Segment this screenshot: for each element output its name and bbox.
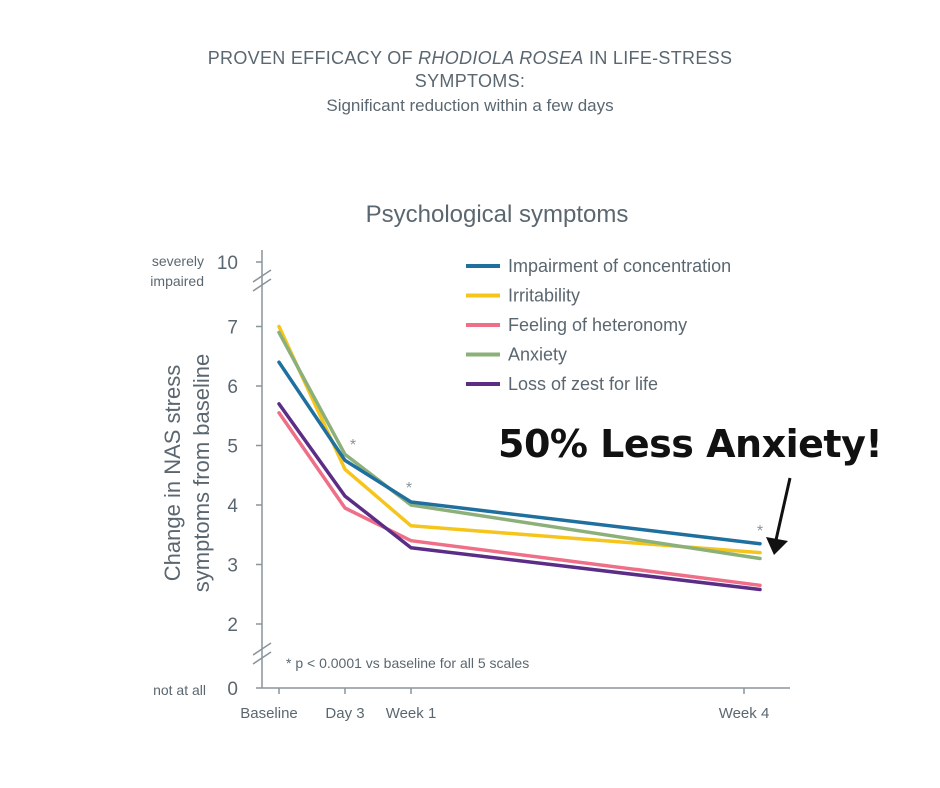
y-axis-title-line-1: Change in NAS stress bbox=[160, 365, 185, 581]
header-line-2: SYMPTOMS: bbox=[414, 71, 526, 91]
legend-label: Anxiety bbox=[508, 345, 567, 365]
legend-label: Feeling of heteronomy bbox=[508, 315, 687, 335]
series-line-feeling-of-heteronomy bbox=[277, 411, 762, 588]
significance-star: * bbox=[757, 523, 763, 540]
x-tick-label: Day 3 bbox=[325, 705, 364, 722]
chart-legend: Impairment of concentration Irritability F… bbox=[466, 256, 731, 394]
y-top-label-line-1: severely bbox=[152, 253, 204, 269]
y-axis-break-mark bbox=[252, 278, 272, 292]
y-axis-break-mark bbox=[252, 269, 272, 283]
y-axis-break-mark bbox=[252, 651, 272, 665]
callout-arrow-shaft bbox=[774, 477, 792, 541]
series-line-irritability bbox=[277, 324, 762, 555]
legend-label: Impairment of concentration bbox=[508, 256, 731, 276]
y-axis-title-line-2: symptoms from baseline bbox=[189, 354, 214, 592]
series-line-impairment-of-concentration bbox=[277, 360, 762, 546]
callout-arrow-head bbox=[766, 537, 788, 555]
significance-star: * bbox=[350, 437, 356, 454]
y-tick-label: 7 bbox=[227, 318, 238, 339]
chart-title: Psychological symptoms bbox=[366, 201, 629, 228]
header-subtitle: Significant reduction within a few days bbox=[326, 96, 614, 115]
y-tick-label: 5 bbox=[227, 437, 238, 458]
y-bottom-label: not at all bbox=[153, 682, 206, 698]
callout-arrow bbox=[766, 477, 792, 555]
y-tick-label: 0 bbox=[227, 679, 238, 700]
y-tick-label: 3 bbox=[227, 556, 238, 577]
header-line-1-start: PROVEN EFFICACY OF bbox=[207, 48, 419, 68]
y-axis-break-mark bbox=[252, 642, 272, 656]
legend-label: Loss of zest for life bbox=[508, 374, 658, 394]
callout-text: 50% Less Anxiety! bbox=[498, 422, 883, 466]
y-tick-label: 2 bbox=[227, 615, 238, 636]
chart-axes: Psychological symptoms 0 2 3 4 5 6 7 10 severely i… bbox=[150, 201, 790, 722]
chart-footnote: * p < 0.0001 vs baseline for all 5 scale… bbox=[286, 655, 529, 671]
header-line-1: PROVEN EFFICACY OF RHODIOLA ROSEA IN LIF… bbox=[0, 48, 940, 69]
y-tick-label: 4 bbox=[227, 496, 238, 517]
y-top-label-line-2: impaired bbox=[150, 273, 204, 289]
series-line-loss-of-zest-for-life bbox=[277, 402, 762, 592]
significance-star: * bbox=[406, 480, 412, 497]
header-line-1-end: IN LIFE-STRESS bbox=[583, 48, 733, 68]
header-species-name: RHODIOLA ROSEA bbox=[418, 48, 584, 68]
chart-series-lines bbox=[277, 324, 762, 592]
y-tick-label: 10 bbox=[217, 253, 238, 274]
x-tick-label: Baseline bbox=[240, 705, 298, 722]
y-tick-label: 6 bbox=[227, 377, 238, 398]
legend-label: Irritability bbox=[508, 286, 580, 306]
x-tick-label: Week 1 bbox=[386, 705, 437, 722]
x-tick-label: Week 4 bbox=[719, 705, 770, 722]
